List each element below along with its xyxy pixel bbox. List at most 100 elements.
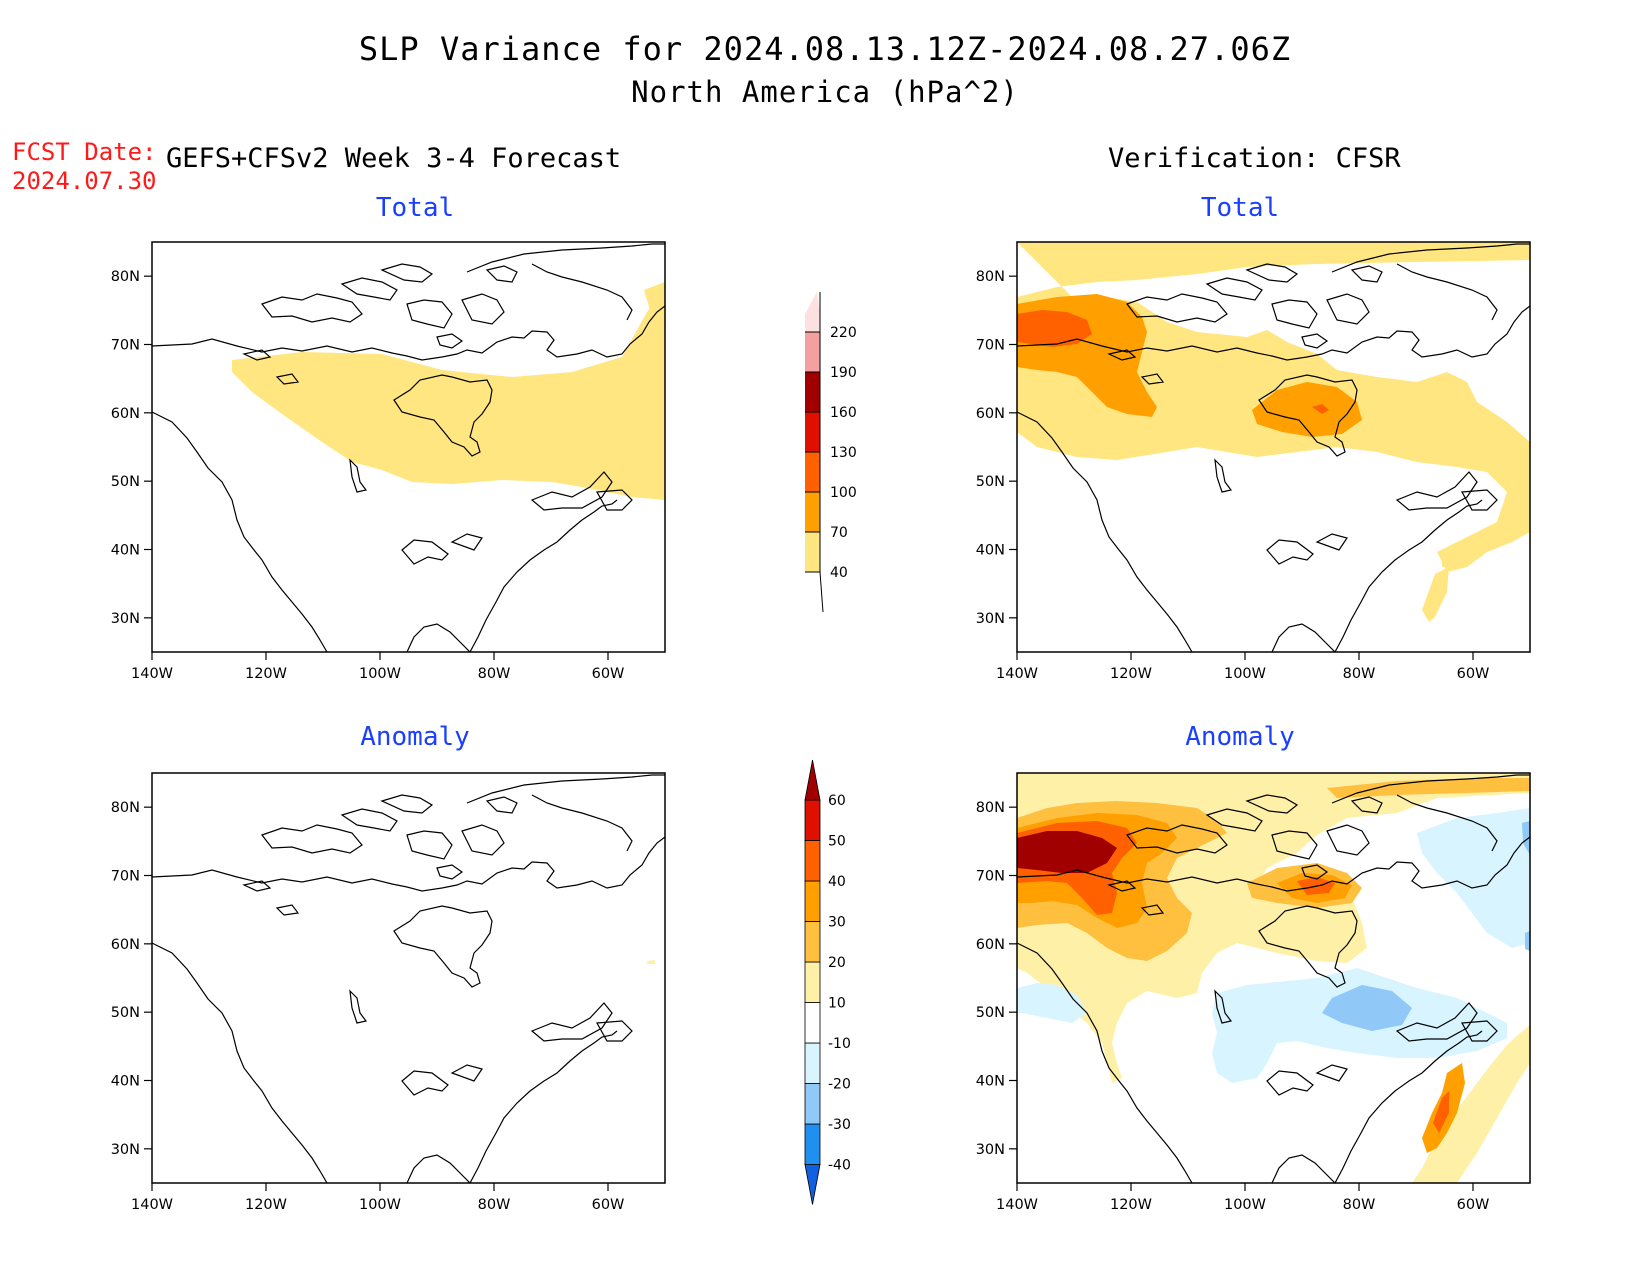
lon-tick-label: 140W [996, 1197, 1038, 1213]
lat-tick-label: 30N [976, 1142, 1005, 1158]
colorbar-box [805, 372, 820, 412]
lon-tick-label: 60W [592, 666, 625, 682]
colorbar-label: 40 [828, 874, 846, 890]
coastlines [152, 243, 665, 652]
longitude-axis: 140W 120W 100W 80W 60W [996, 652, 1489, 682]
fcst-date-value: 2024.07.30 [12, 167, 157, 195]
lon-tick-label: 120W [1110, 1197, 1152, 1213]
lon-tick-label: 60W [592, 1197, 625, 1213]
latitude-axis: 80N 70N 60N 50N 40N 30N [976, 800, 1017, 1158]
colorbar-box [804, 799, 821, 841]
lat-tick-label: 50N [976, 1005, 1005, 1021]
lon-tick-label: 140W [131, 666, 173, 682]
lat-tick-label: 40N [111, 1074, 140, 1090]
lat-tick-label: 40N [976, 543, 1005, 559]
lat-tick-label: 50N [111, 1005, 140, 1021]
contour-neg20-neg30 [1322, 985, 1412, 1031]
lon-tick-label: 100W [359, 666, 401, 682]
lat-tick-label: 70N [976, 338, 1005, 354]
latitude-axis: 80N 70N 60N 50N 40N 30N [976, 269, 1017, 627]
lat-tick-label: 60N [976, 406, 1005, 422]
lat-tick-label: 40N [976, 1074, 1005, 1090]
lat-tick-label: 30N [111, 611, 140, 627]
contour-70-100-center [1252, 382, 1362, 437]
lon-tick-label: 100W [1224, 1197, 1266, 1213]
colorbar-lower-triangle [804, 1164, 821, 1205]
anomaly-colorbar: -40 -30 -20 -10 10 20 30 40 50 60 [800, 755, 880, 1209]
colorbar-box [804, 1042, 821, 1084]
lon-tick-label: 140W [131, 1197, 173, 1213]
colorbar-label: -30 [828, 1117, 851, 1133]
colorbar-label: 50 [828, 834, 846, 850]
colorbar-label: 10 [828, 996, 846, 1012]
lat-tick-label: 60N [111, 406, 140, 422]
fcst-date-block: FCST Date: 2024.07.30 [12, 138, 157, 196]
contour-neg20-neg30-east [1522, 821, 1530, 855]
lat-tick-label: 60N [111, 937, 140, 953]
contour-40-70-south [1422, 567, 1449, 622]
colorbar-label: -10 [828, 1036, 851, 1052]
lat-tick-label: 80N [976, 800, 1005, 816]
contour-100-130 [1017, 310, 1092, 347]
colorbar-box [804, 1083, 821, 1125]
contour-100-130-center [1312, 404, 1329, 414]
colorbar-label: 20 [828, 955, 846, 971]
contour-neg20-neg30-edge [1525, 931, 1530, 951]
verification-anomaly-svg: 80N 70N 60N 50N 40N 30N 140W 120W 100W 80W 60W [976, 772, 1531, 1213]
colorbar-label: 60 [828, 793, 846, 809]
longitude-axis: 140W 120W 100W 80W 60W [996, 1183, 1489, 1213]
forecast-anomaly-title: Anomaly [360, 722, 470, 752]
latitude-axis: 80N 70N 60N 50N 40N 30N [111, 269, 152, 627]
page-subtitle: North America (hPa^2) [631, 75, 1019, 109]
lat-tick-label: 70N [111, 869, 140, 885]
verification-heading: Verification: CFSR [1108, 143, 1401, 174]
lon-tick-label: 80W [478, 1197, 511, 1213]
lon-tick-label: 100W [359, 1197, 401, 1213]
colorbar-box [805, 452, 820, 492]
contour-50-60 [1017, 831, 1117, 873]
coastlines [152, 774, 665, 1183]
coastlines [1017, 774, 1530, 1183]
lon-tick-label: 140W [996, 666, 1038, 682]
lat-tick-label: 50N [976, 474, 1005, 490]
forecast-heading: GEFS+CFSv2 Week 3-4 Forecast [166, 143, 622, 174]
colorbar-label: 160 [830, 405, 857, 421]
lat-tick-label: 40N [111, 543, 140, 559]
lat-tick-label: 30N [976, 611, 1005, 627]
colorbar-box [804, 1002, 821, 1044]
total-colorbar-svg: 40 70 100 130 160 190 220 [805, 292, 857, 613]
colorbar-label: 40 [830, 565, 848, 581]
coastlines [1017, 243, 1530, 652]
colorbar-box [804, 961, 821, 1003]
colorbar-label: 220 [830, 325, 857, 341]
verification-total-title: Total [1200, 193, 1280, 223]
colorbar-label: -40 [828, 1158, 851, 1174]
colorbar-box [805, 292, 820, 332]
lon-tick-label: 120W [245, 1197, 287, 1213]
lon-tick-label: 80W [1343, 1197, 1376, 1213]
colorbar-box [804, 1123, 821, 1165]
colorbar-box [805, 532, 820, 572]
colorbar-upper-triangle [804, 759, 821, 801]
colorbar-label: 70 [830, 525, 848, 541]
verification-anomaly-title: Anomaly [1185, 722, 1295, 752]
map-frame [1016, 772, 1531, 1184]
anomaly-colorbar-svg: -40 -30 -20 -10 10 20 30 40 50 60 [804, 759, 851, 1205]
lon-tick-label: 100W [1224, 666, 1266, 682]
page-title: SLP Variance for 2024.08.13.12Z-2024.08.… [358, 30, 1292, 68]
lon-tick-label: 60W [1457, 1197, 1490, 1213]
colorbar-box [805, 332, 820, 372]
contour-40-50-south [1433, 1091, 1449, 1133]
contour-40-70-east [1442, 542, 1462, 567]
contour-20-30-top [1327, 778, 1530, 798]
colorbar-box [805, 492, 820, 532]
colorbar-label: 190 [830, 365, 857, 381]
forecast-anomaly-svg: 80N 70N 60N 50N 40N 30N 140W 120W 100W 80W 60W [111, 772, 666, 1213]
colorbar-box [805, 412, 820, 452]
colorbar-lower-extension [805, 571, 824, 613]
lat-tick-label: 80N [976, 269, 1005, 285]
map-frame [1016, 241, 1531, 653]
lat-tick-label: 60N [976, 937, 1005, 953]
colorbar-label: -20 [828, 1077, 851, 1093]
colorbar-box [804, 880, 821, 922]
